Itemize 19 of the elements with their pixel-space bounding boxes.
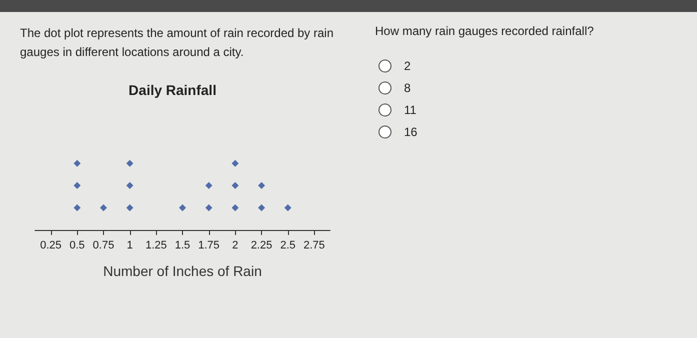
x-tick-label: 1.5 [174,240,190,252]
x-tick-label: 2.75 [303,240,325,252]
chart-title: Daily Rainfall [128,82,216,98]
x-tick-label: 0.25 [40,240,62,252]
text: 2 [404,59,411,73]
x-tick-label: 0.75 [92,240,114,252]
x-tick-label: 1.75 [198,240,220,252]
x-tick-label: 2.5 [280,240,296,252]
text: 16 [404,125,418,139]
text: How many rain gauges recorded rainfall? [375,24,594,38]
x-tick-label: 2.25 [250,240,272,252]
x-tick-label: 1 [126,240,133,252]
text: 11 [404,103,416,117]
text: The dot plot represents the amount of rain recorded by rain gauges in different locations around a city. [20,25,335,61]
text: 8 [404,81,411,95]
x-tick-label: 2 [232,240,238,252]
x-tick-label: 1.25 [145,240,167,252]
x-tick-label: 0.5 [69,240,85,252]
x-axis-title: Number of Inches of Rain [103,263,262,279]
